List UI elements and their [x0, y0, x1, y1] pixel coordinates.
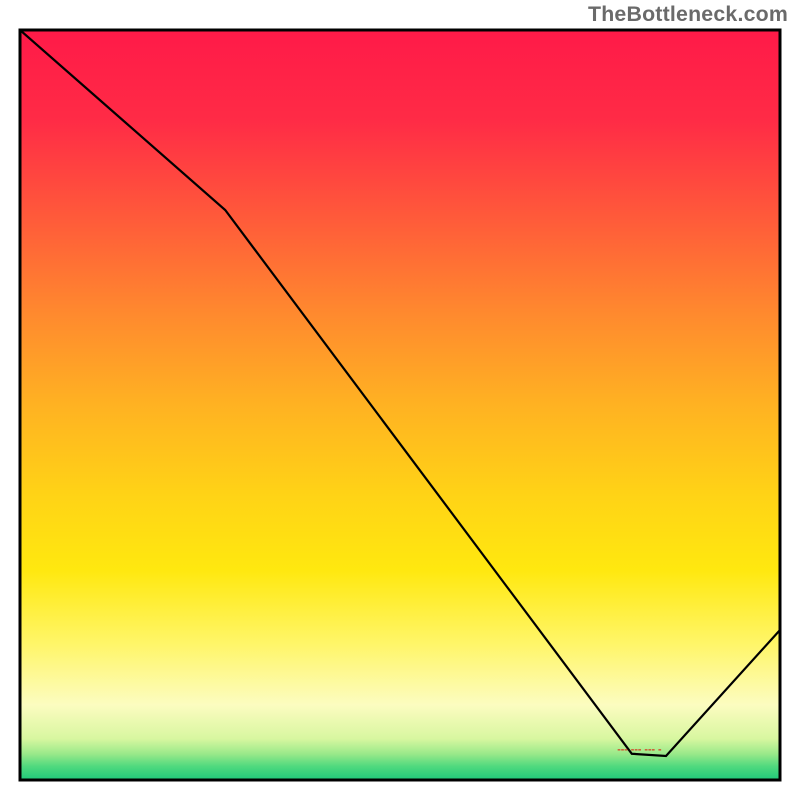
gradient-background	[20, 30, 780, 780]
watermark-text: TheBottleneck.com	[588, 2, 788, 27]
bottleneck-chart: --- --- --- -	[0, 0, 800, 800]
curve-annotation: --- --- --- -	[617, 743, 662, 755]
